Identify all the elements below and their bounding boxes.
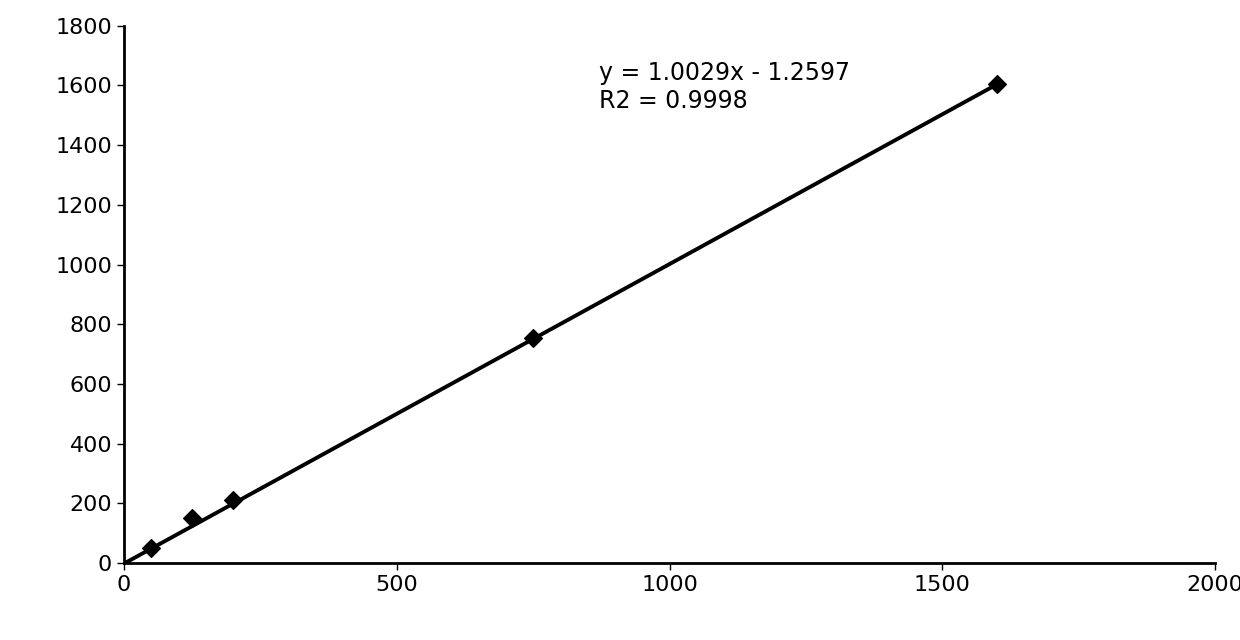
Point: [141, 543, 161, 554]
Point: [987, 79, 1007, 89]
Text: y = 1.0029x - 1.2597
R2 = 0.9998: y = 1.0029x - 1.2597 R2 = 0.9998: [599, 61, 849, 113]
Point: [523, 333, 543, 343]
Point: [223, 495, 243, 506]
Point: [182, 513, 202, 524]
